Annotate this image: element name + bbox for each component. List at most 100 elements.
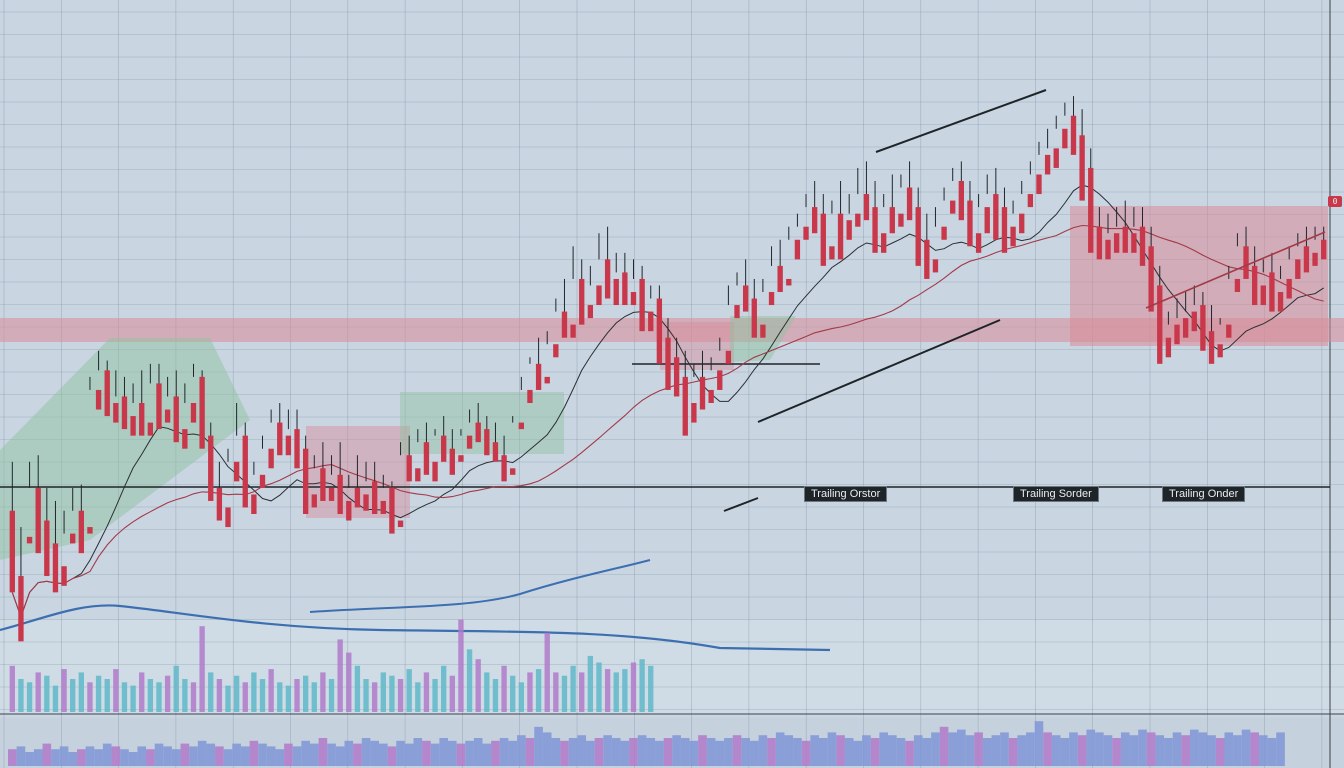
lower-volume-bar: [698, 735, 707, 766]
candle-body: [794, 239, 801, 260]
candle-body: [1070, 115, 1077, 155]
candle-body: [1148, 246, 1154, 312]
lower-volume-bar: [163, 746, 172, 766]
lower-volume-bar: [1172, 732, 1182, 766]
lower-volume-bar: [327, 743, 336, 766]
candle-body: [1096, 226, 1103, 260]
lower-volume-bar: [378, 743, 388, 766]
candle-body: [587, 305, 594, 319]
lower-volume-bar: [42, 743, 52, 766]
candle-body: [61, 566, 67, 586]
lower-volume-bar: [1026, 732, 1035, 766]
trend-line-upper: [875, 89, 1047, 153]
volume-bar: [233, 675, 240, 712]
lower-volume-bar: [1258, 735, 1268, 766]
lower-volume-bar: [448, 740, 457, 766]
lower-volume-bar: [784, 735, 794, 766]
candle-body: [1182, 318, 1189, 338]
candle-body: [1122, 226, 1128, 253]
candle-body: [208, 435, 214, 501]
lower-volume-bar: [456, 743, 466, 766]
volume-bar: [216, 679, 223, 712]
candle-body: [441, 435, 447, 462]
candle-body: [1062, 128, 1068, 149]
current-price-tag[interactable]: 0: [1328, 196, 1342, 207]
lower-volume-bar: [1060, 738, 1070, 766]
candle-body: [665, 337, 671, 390]
volume-bar: [518, 682, 525, 712]
candle-body: [113, 403, 119, 423]
lower-volume-bar: [1086, 729, 1096, 766]
volume-bar: [622, 669, 628, 712]
lower-volume-bar: [439, 738, 448, 766]
lower-volume-bar: [689, 740, 699, 766]
lower-volume-bar: [353, 743, 362, 766]
lower-volume-bar: [94, 749, 103, 766]
candle-body: [1200, 305, 1206, 351]
trailing-order-label-2[interactable]: Trailing Sorder: [1013, 486, 1099, 502]
candlesticks[interactable]: [9, 96, 1327, 642]
candle-body: [561, 311, 568, 338]
highlight-zones: [0, 206, 1344, 560]
lower-volume-bar: [1043, 732, 1052, 766]
candle-body: [846, 220, 852, 240]
candle-body: [251, 494, 257, 514]
candle-body: [1139, 226, 1146, 266]
lower-volume-bar: [560, 740, 569, 766]
candle-body: [950, 200, 956, 214]
lower-volume-bar: [77, 749, 86, 766]
trend-lines[interactable]: [723, 89, 1326, 512]
candle-body: [1019, 213, 1025, 234]
candle-body: [371, 481, 378, 514]
lower-volume-bar: [1181, 735, 1190, 766]
candle-body: [95, 389, 102, 410]
lower-volume-bar: [758, 735, 768, 766]
trailing-order-label-1[interactable]: Trailing Orstor: [804, 486, 888, 502]
candle-body: [1036, 174, 1042, 195]
candle-body: [216, 487, 223, 521]
candle-body: [1113, 233, 1120, 253]
candle-body: [777, 265, 783, 292]
lower-volume-bar: [1069, 732, 1078, 766]
trailing-order-label-3[interactable]: Trailing Onder: [1162, 486, 1246, 502]
volume-bar: [354, 665, 361, 712]
lower-volume-bar: [637, 735, 647, 766]
candle-body: [44, 520, 50, 577]
candle-body: [1191, 311, 1197, 332]
candle-body: [199, 376, 205, 449]
volume-bar: [225, 685, 231, 712]
volume-bar: [208, 672, 214, 712]
lower-volume-bar: [1112, 738, 1121, 766]
candle-body: [613, 278, 619, 306]
volume-bar: [139, 672, 145, 712]
lower-volume-bar: [957, 729, 966, 766]
candle-body: [415, 468, 421, 482]
lower-volume-bar: [888, 735, 897, 766]
lower-volume-bar: [111, 746, 121, 766]
lower-volume-bar: [767, 738, 776, 766]
lower-volume-bar: [284, 743, 293, 766]
candle-body: [993, 194, 999, 240]
candle-body: [734, 305, 740, 319]
candle-body: [380, 500, 386, 514]
lower-volume-bar: [404, 743, 414, 766]
candle-body: [518, 422, 525, 430]
candle-body: [1321, 239, 1327, 260]
lower-volume-bar: [896, 738, 906, 766]
lower-volume-bar: [473, 738, 483, 766]
lower-volume-bar: [922, 738, 932, 766]
volume-bar: [70, 679, 76, 712]
volume-bar: [259, 679, 266, 712]
candle-body: [1053, 148, 1059, 168]
volume-bar: [61, 669, 67, 712]
lower-volume-bar: [1120, 732, 1130, 766]
lower-volume-bar: [370, 740, 379, 766]
candle-body: [717, 370, 723, 390]
candle-body: [294, 429, 300, 469]
lower-volume-bar: [646, 738, 656, 766]
lower-volume-bar: [1198, 732, 1208, 766]
lower-volume-bar: [793, 738, 802, 766]
candle-body: [363, 494, 369, 511]
